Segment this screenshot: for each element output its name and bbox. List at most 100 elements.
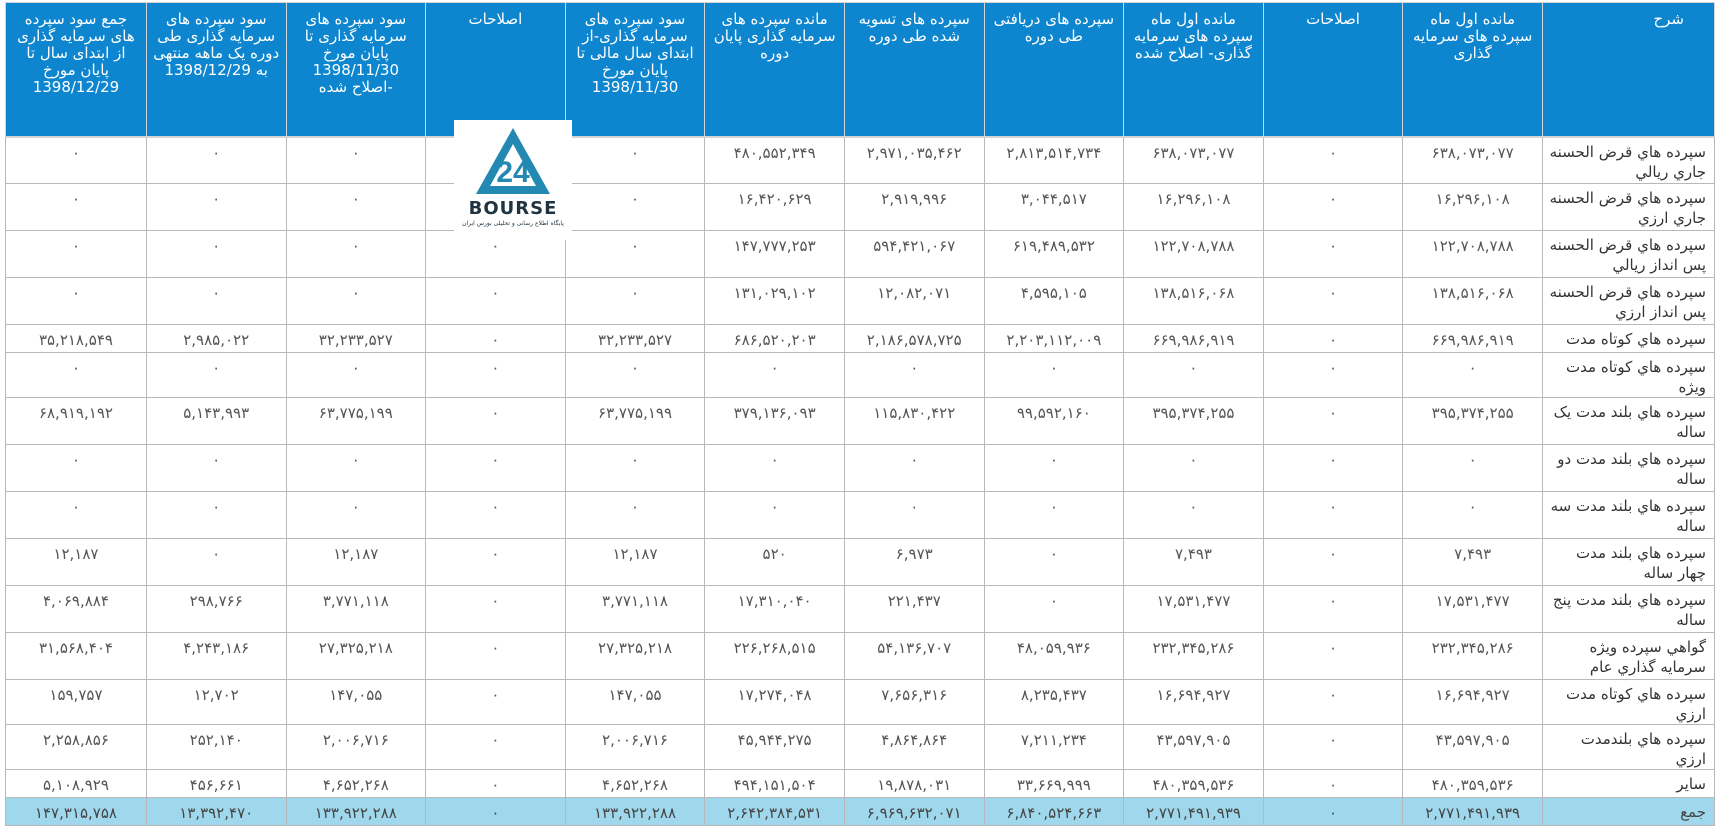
cell-interest-total: ۴,۰۶۹,۸۸۴ <box>5 585 147 633</box>
header-deposits-settled: سپرده های تسویه شده طی دوره <box>843 2 985 138</box>
cell-settled: ۰ <box>843 491 985 539</box>
cell-closing-balance: ۳۷۹,۱۳۶,۰۹۳ <box>704 397 845 445</box>
cell-interest-adjusted: ۳۲,۲۳۳,۵۲۷ <box>285 324 427 353</box>
cell-adjustments: ۰ <box>1262 136 1404 184</box>
cell-opening-adjusted: ۱۶,۲۹۶,۱۰۸ <box>1123 183 1264 231</box>
cell-opening-balance: ۰ <box>1402 352 1543 398</box>
cell-adjustments: ۰ <box>1262 585 1404 633</box>
cell-adjustments: ۰ <box>1262 538 1404 586</box>
bourse24-logo: 24 BOURSE پایگاه اطلاع رسانی و تحلیلی بو… <box>454 120 572 240</box>
cell-interest-month: ۰ <box>145 136 287 184</box>
cell-settled: ۲,۱۸۶,۵۷۸,۷۲۵ <box>843 324 985 353</box>
cell-settled: ۶,۹۶۹,۶۳۲,۰۷۱ <box>843 797 985 826</box>
cell-interest-ytd: ۳,۷۷۱,۱۱۸ <box>564 585 706 633</box>
logo-name: BOURSE <box>468 198 558 219</box>
cell-interest-month: ۰ <box>145 444 287 492</box>
row-desc: سپرده هاي قرض الحسنه پس انداز ريالي <box>1541 230 1716 278</box>
cell-interest-ytd: ۲۷,۳۲۵,۲۱۸ <box>564 632 706 680</box>
cell-received: ۰ <box>983 352 1125 398</box>
cell-received: ۲,۸۱۳,۵۱۴,۷۳۴ <box>983 136 1125 184</box>
cell-interest-adjusted: ۰ <box>285 136 427 184</box>
cell-interest-ytd: ۰ <box>564 183 706 231</box>
cell-interest-month: ۰ <box>145 352 287 398</box>
header-closing-balance: مانده سپرده های سرمایه گذاری پایان دوره <box>704 2 845 138</box>
cell-interest-adjustments: ۰ <box>425 444 566 492</box>
cell-received: ۶۱۹,۴۸۹,۵۳۲ <box>983 230 1125 278</box>
cell-settled: ۵۴,۱۳۶,۷۰۷ <box>843 632 985 680</box>
total-row: جمع ۲,۷۷۱,۴۹۱,۹۳۹ ۰ ۲,۷۷۱,۴۹۱,۹۳۹ ۶,۸۴۰,۵۲۴,… <box>5 797 1716 826</box>
deposits-table: شرح مانده اول ماه سپرده های سرمایه گذاری… <box>5 2 1716 826</box>
cell-interest-total: ۰ <box>5 230 147 278</box>
table-row: سپرده هاي بلندمدت ارزي ۴۳,۵۹۷,۹۰۵ ۰ ۴۳,۵۹۷,… <box>5 724 1716 770</box>
header-interest-total: جمع سود سپرده های سرمایه گذاری از ابتدای… <box>5 2 147 138</box>
row-desc: جمع <box>1541 797 1716 826</box>
header-interest-adjusted: سود سپرده های سرمایه گذاری تا پایان مورخ… <box>285 2 427 138</box>
header-interest-month: سود سپرده های سرمایه گذاری طی دوره یک ما… <box>145 2 287 138</box>
cell-interest-adjusted: ۰ <box>285 183 427 231</box>
cell-received: ۷,۲۱۱,۲۳۴ <box>983 724 1125 770</box>
table-body: سپرده هاي قرض الحسنه جاري ريالي ۶۳۸,۰۷۳,۰… <box>5 136 1716 826</box>
cell-opening-balance: ۴۸۰,۳۵۹,۵۳۶ <box>1402 769 1543 798</box>
cell-interest-ytd: ۰ <box>564 352 706 398</box>
cell-adjustments: ۰ <box>1262 797 1404 826</box>
header-deposits-received: سپرده های دریافتی طی دوره <box>983 2 1125 138</box>
cell-interest-adjusted: ۰ <box>285 230 427 278</box>
cell-interest-adjustments: ۰ <box>425 277 566 325</box>
cell-closing-balance: ۴۹۴,۱۵۱,۵۰۴ <box>704 769 845 798</box>
cell-interest-adjusted: ۰ <box>285 277 427 325</box>
cell-interest-total: ۱۴۷,۳۱۵,۷۵۸ <box>5 797 147 826</box>
cell-received: ۶,۸۴۰,۵۲۴,۶۶۳ <box>983 797 1125 826</box>
table-row: سپرده هاي بلند مدت دو ساله ۰ ۰ ۰ ۰ ۰ ۰ ۰ ۰ ۰ ۰ ۰ <box>5 444 1716 492</box>
cell-adjustments: ۰ <box>1262 324 1404 353</box>
cell-interest-adjusted: ۱۴۷,۰۵۵ <box>285 679 427 725</box>
cell-interest-adjustments: ۰ <box>425 679 566 725</box>
header-opening-balance-adjusted: مانده اول ماه سپرده های سرمایه گذاری- اص… <box>1123 2 1264 138</box>
cell-interest-total: ۱۵۹,۷۵۷ <box>5 679 147 725</box>
table-row: سپرده هاي قرض الحسنه پس انداز ريالي ۱۲۲,۷… <box>5 230 1716 278</box>
cell-interest-ytd: ۴,۶۵۲,۲۶۸ <box>564 769 706 798</box>
report-table-container: شرح مانده اول ماه سپرده های سرمایه گذاری… <box>5 2 1716 826</box>
cell-settled: ۱۱۵,۸۳۰,۴۲۲ <box>843 397 985 445</box>
table-row: سپرده هاي کوتاه مدت ۶۶۹,۹۸۶,۹۱۹ ۰ ۶۶۹,۹۸۶,۹… <box>5 324 1716 353</box>
cell-settled: ۲,۹۱۹,۹۹۶ <box>843 183 985 231</box>
cell-interest-month: ۰ <box>145 491 287 539</box>
cell-settled: ۷,۶۵۶,۳۱۶ <box>843 679 985 725</box>
cell-opening-balance: ۱۶,۲۹۶,۱۰۸ <box>1402 183 1543 231</box>
cell-interest-adjustments: ۰ <box>425 797 566 826</box>
cell-interest-month: ۰ <box>145 230 287 278</box>
cell-opening-balance: ۰ <box>1402 491 1543 539</box>
cell-interest-adjustments: ۰ <box>425 538 566 586</box>
header-row: شرح مانده اول ماه سپرده های سرمایه گذاری… <box>5 2 1716 138</box>
table-row: سپرده هاي قرض الحسنه جاري ريالي ۶۳۸,۰۷۳,۰… <box>5 136 1716 184</box>
cell-adjustments: ۰ <box>1262 444 1404 492</box>
cell-opening-balance: ۴۳,۵۹۷,۹۰۵ <box>1402 724 1543 770</box>
cell-interest-total: ۵,۱۰۸,۹۲۹ <box>5 769 147 798</box>
cell-opening-balance: ۱۳۸,۵۱۶,۰۶۸ <box>1402 277 1543 325</box>
cell-closing-balance: ۰ <box>704 444 845 492</box>
cell-interest-adjusted: ۳,۷۷۱,۱۱۸ <box>285 585 427 633</box>
cell-adjustments: ۰ <box>1262 632 1404 680</box>
cell-received: ۲,۲۰۳,۱۱۲,۰۰۹ <box>983 324 1125 353</box>
row-desc: سپرده هاي بلند مدت سه ساله <box>1541 491 1716 539</box>
cell-interest-ytd: ۰ <box>564 491 706 539</box>
row-desc: ساير <box>1541 769 1716 798</box>
cell-interest-total: ۲,۲۵۸,۸۵۶ <box>5 724 147 770</box>
cell-closing-balance: ۱۷,۳۱۰,۰۴۰ <box>704 585 845 633</box>
row-desc: سپرده هاي قرض الحسنه جاري ريالي <box>1541 136 1716 184</box>
table-row: سپرده هاي قرض الحسنه جاري ارزي ۱۶,۲۹۶,۱۰۸… <box>5 183 1716 231</box>
cell-opening-adjusted: ۰ <box>1123 352 1264 398</box>
cell-settled: ۴,۸۶۴,۸۶۴ <box>843 724 985 770</box>
cell-opening-balance: ۱۲۲,۷۰۸,۷۸۸ <box>1402 230 1543 278</box>
cell-interest-ytd: ۶۳,۷۷۵,۱۹۹ <box>564 397 706 445</box>
cell-closing-balance: ۵۲۰ <box>704 538 845 586</box>
cell-interest-total: ۰ <box>5 277 147 325</box>
cell-received: ۳۳,۶۶۹,۹۹۹ <box>983 769 1125 798</box>
row-desc: سپرده هاي کوتاه مدت ويژه <box>1541 352 1716 398</box>
cell-interest-total: ۰ <box>5 352 147 398</box>
cell-opening-balance: ۷,۴۹۳ <box>1402 538 1543 586</box>
row-desc: سپرده هاي بلند مدت يک ساله <box>1541 397 1716 445</box>
cell-interest-total: ۱۲,۱۸۷ <box>5 538 147 586</box>
cell-opening-adjusted: ۲,۷۷۱,۴۹۱,۹۳۹ <box>1123 797 1264 826</box>
cell-opening-adjusted: ۰ <box>1123 491 1264 539</box>
table-row: سپرده هاي بلند مدت چهار ساله ۷,۴۹۳ ۰ ۷,۴۹۳ ۰… <box>5 538 1716 586</box>
